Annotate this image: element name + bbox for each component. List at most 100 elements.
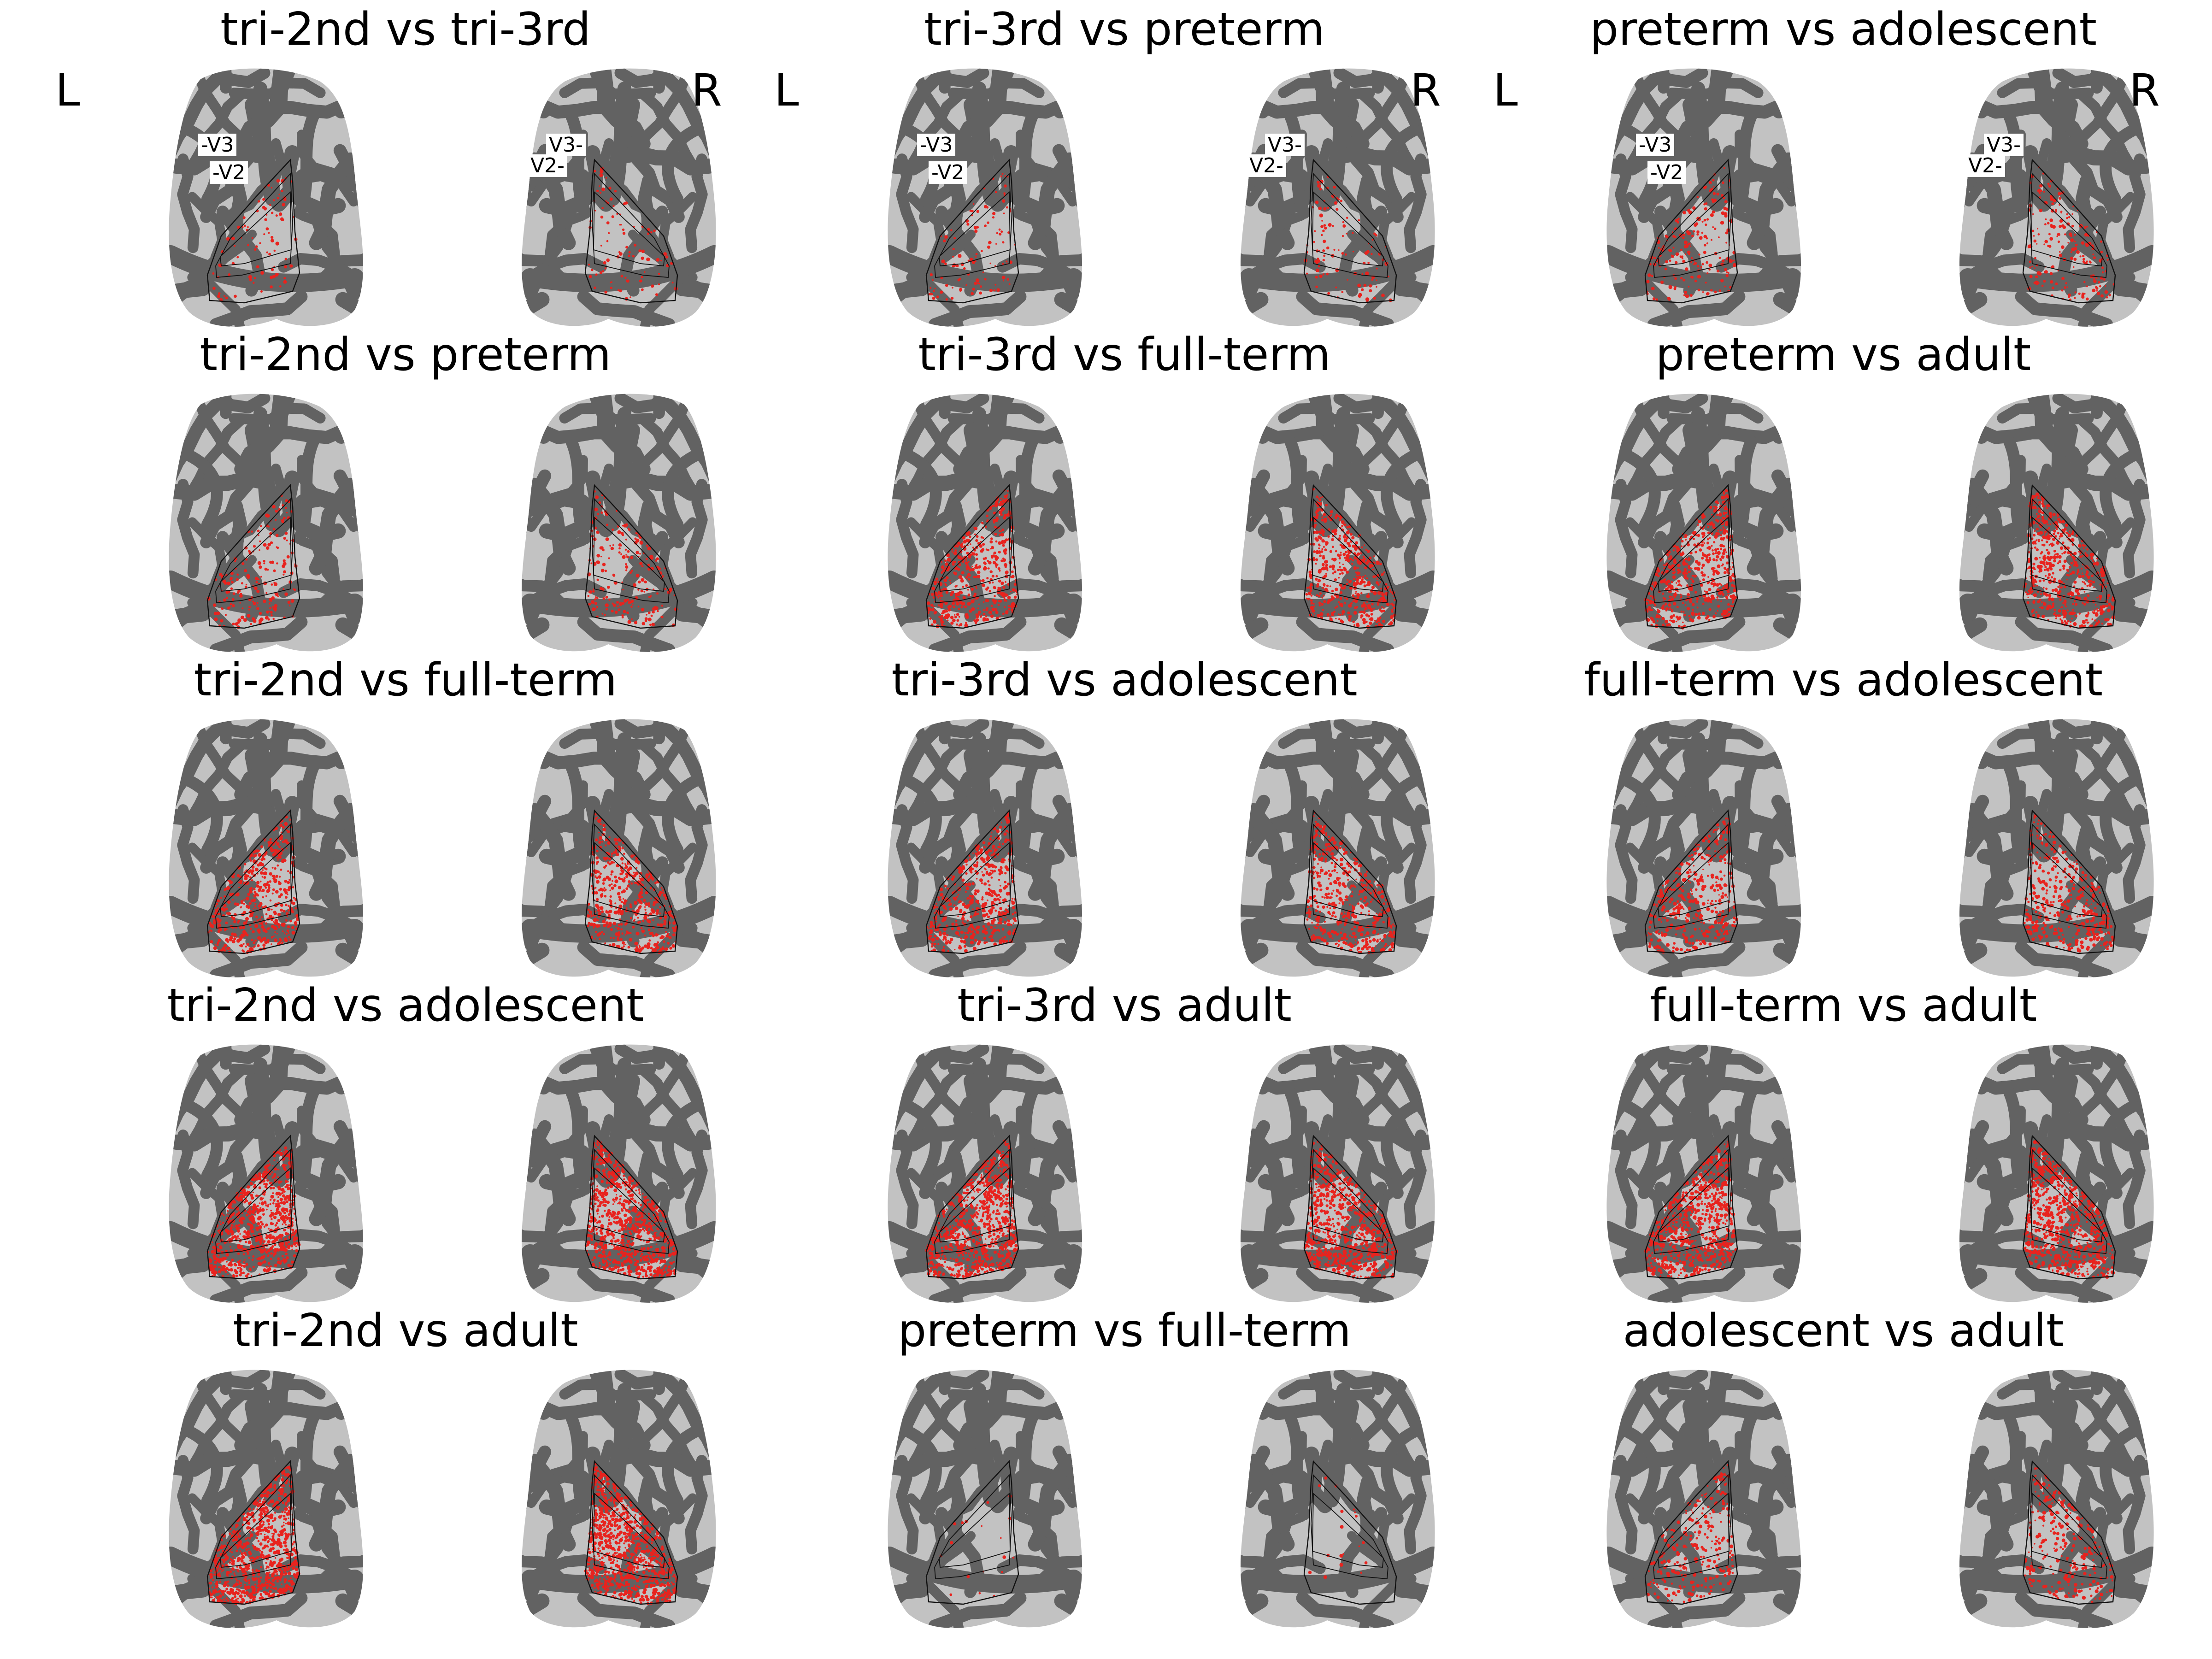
left-hemisphere-surface <box>1606 1370 1801 1628</box>
right-hemisphere-surface <box>1240 719 1435 977</box>
v1-boundary <box>1658 1493 1730 1568</box>
significant-vertices <box>586 813 678 954</box>
v1-boundary <box>1658 191 1730 266</box>
right-hemisphere-surface <box>1240 1370 1435 1628</box>
significant-vertices <box>1644 489 1738 629</box>
panel-title: full-term vs adult <box>1649 979 2037 1032</box>
v2-boundary <box>2030 1474 2107 1579</box>
right-hemisphere-surface <box>521 1044 716 1303</box>
significant-vertices <box>2023 814 2115 953</box>
v2-boundary <box>2030 172 2107 278</box>
v2-boundary <box>1653 1148 1731 1254</box>
v3-boundary <box>925 159 1019 304</box>
panel-title: preterm vs adult <box>1655 329 2031 381</box>
right-hemisphere-surface <box>521 719 716 977</box>
left-hemisphere-surface <box>169 1044 364 1303</box>
v2-boundary <box>592 498 670 603</box>
left-hemisphere-label: L <box>774 65 799 116</box>
comparison-panel: tri-2nd vs tri-3rd L R -V3 -V2 V3- V2- <box>46 4 765 346</box>
v2-boundary <box>1311 823 1388 929</box>
significant-vertices <box>587 490 678 628</box>
panel-title: tri-2nd vs adult <box>233 1305 578 1357</box>
v2-boundary <box>592 172 670 278</box>
v2-boundary <box>2030 1148 2107 1254</box>
v3-boundary <box>925 484 1019 629</box>
left-hemisphere-surface <box>1606 1044 1801 1303</box>
v2-boundary <box>934 823 1012 929</box>
comparison-panel: preterm vs full-term <box>765 1305 1484 1647</box>
v3-boundary <box>925 1135 1019 1280</box>
v3-boundary <box>584 1460 678 1605</box>
v2-boundary <box>592 823 670 929</box>
v2-boundary <box>215 1148 293 1254</box>
v2-left-label: -V2 <box>1647 161 1686 184</box>
significant-vertices <box>208 1465 300 1605</box>
v2-boundary <box>1653 172 1731 278</box>
v1-boundary <box>1312 1167 1384 1242</box>
v3-boundary <box>584 1135 678 1280</box>
significant-vertices <box>206 810 300 954</box>
v3-boundary <box>1644 809 1738 954</box>
v1-boundary <box>939 1167 1011 1242</box>
comparison-panel: tri-3rd vs adolescent <box>765 654 1484 996</box>
v2-boundary <box>2030 823 2107 929</box>
v3-left-label: -V3 <box>1636 134 1675 156</box>
v1-boundary <box>1658 1167 1730 1242</box>
right-hemisphere-surface <box>521 394 716 652</box>
v2-boundary <box>215 823 293 929</box>
v2-right-label: V2- <box>1965 154 2005 177</box>
significant-vertices <box>588 167 678 301</box>
v2-boundary <box>1311 498 1388 603</box>
v2-boundary <box>215 172 293 278</box>
v1-boundary <box>939 517 1011 592</box>
panel-title: tri-2nd vs adolescent <box>167 979 644 1032</box>
v3-boundary <box>1644 1460 1738 1605</box>
comparison-panel: full-term vs adolescent <box>1484 654 2203 996</box>
comparison-panel: tri-2nd vs full-term <box>46 654 765 996</box>
v2-boundary <box>934 498 1012 603</box>
v2-left-label: -V2 <box>929 161 967 184</box>
left-hemisphere-surface <box>888 1044 1082 1303</box>
v3-boundary <box>1303 484 1397 629</box>
v2-boundary <box>1311 172 1388 278</box>
right-hemisphere-surface <box>1240 1044 1435 1303</box>
panel-title: full-term vs adolescent <box>1583 654 2103 706</box>
v1-boundary <box>593 1167 665 1242</box>
v1-boundary <box>220 1493 292 1568</box>
v1-boundary <box>1312 517 1384 592</box>
panel-title: tri-3rd vs full-term <box>918 329 1331 381</box>
v3-boundary <box>1303 1460 1397 1605</box>
v2-boundary <box>1311 1148 1388 1254</box>
v3-right-label: V3- <box>1984 134 2024 156</box>
left-hemisphere-label: L <box>1493 65 1518 116</box>
comparison-panel: tri-3rd vs adult <box>765 980 1484 1322</box>
left-hemisphere-surface <box>888 68 1082 327</box>
v1-boundary <box>1312 842 1384 917</box>
panel-title: tri-3rd vs adult <box>957 979 1292 1032</box>
v1-boundary <box>220 842 292 917</box>
v1-boundary <box>2031 191 2103 266</box>
v1-boundary <box>220 191 292 266</box>
panel-title: preterm vs full-term <box>898 1305 1351 1357</box>
significant-vertices <box>1305 488 1396 629</box>
v3-boundary <box>584 159 678 304</box>
comparison-panel: tri-3rd vs preterm L R -V3 -V2 V3- V2- <box>765 4 1484 346</box>
v2-boundary <box>592 1148 670 1254</box>
v1-boundary <box>939 1493 1011 1568</box>
v1-boundary <box>2031 842 2103 917</box>
left-hemisphere-surface <box>1606 68 1801 327</box>
left-hemisphere-surface <box>1606 719 1801 977</box>
comparison-panel: tri-2nd vs preterm <box>46 329 765 671</box>
significant-vertices <box>939 1494 1015 1597</box>
v1-boundary <box>939 842 1011 917</box>
left-hemisphere-surface <box>169 394 364 652</box>
significant-vertices <box>584 1139 677 1280</box>
v3-boundary <box>925 809 1019 954</box>
v3-boundary <box>584 809 678 954</box>
v3-boundary <box>206 809 300 954</box>
v3-boundary <box>1303 159 1397 304</box>
right-hemisphere-surface <box>1959 68 2154 327</box>
v1-boundary <box>593 517 665 592</box>
right-hemisphere-surface <box>521 1370 716 1628</box>
